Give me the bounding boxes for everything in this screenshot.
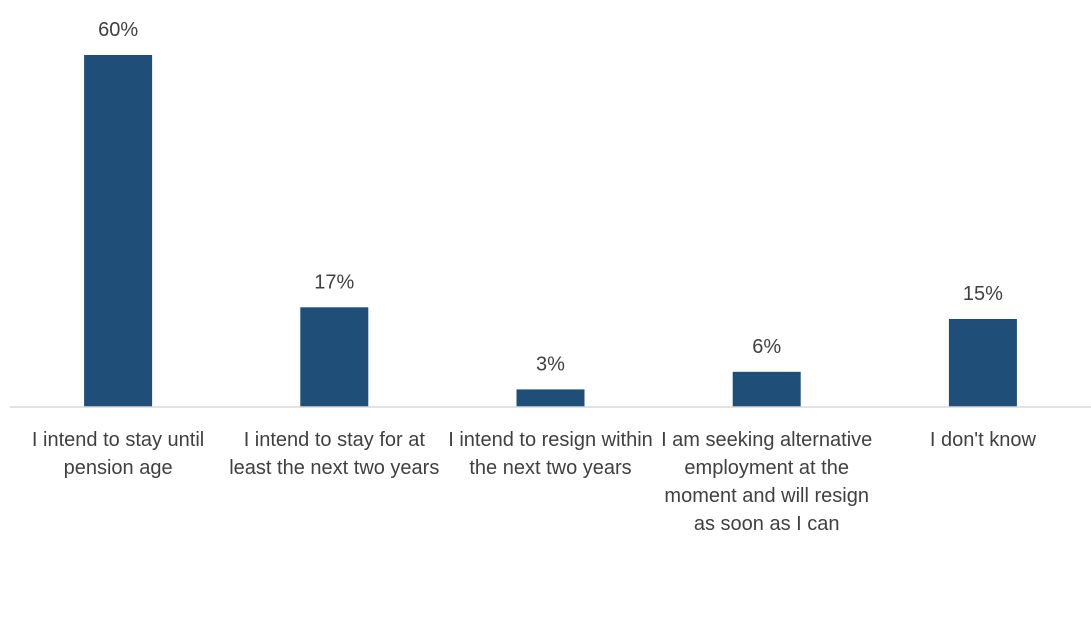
- bar-value-label-1: 60%: [98, 19, 138, 41]
- value-labels-layer: 60% 17% 3% 6% 15%: [98, 19, 1003, 375]
- bar-value-label-2: 17%: [314, 271, 354, 293]
- category-label-4: I am seeking alternative employment at t…: [661, 429, 873, 535]
- bar-value-label-3: 3%: [536, 353, 565, 375]
- bar-1: [84, 55, 153, 407]
- category-label-5: I don't know: [929, 429, 1036, 451]
- bar-4: [732, 371, 801, 407]
- bar-2: [300, 307, 369, 407]
- category-label-3: I intend to resign within the next two y…: [448, 429, 653, 479]
- bar-value-label-5: 15%: [963, 283, 1003, 305]
- bar-value-label-4: 6%: [752, 336, 781, 358]
- bar-3: [516, 389, 585, 407]
- bars-layer: [84, 55, 1017, 407]
- category-label-1: I intend to stay until pension age: [31, 429, 205, 479]
- bar-5: [948, 319, 1017, 407]
- category-label-2: I intend to stay for at least the next t…: [229, 429, 440, 479]
